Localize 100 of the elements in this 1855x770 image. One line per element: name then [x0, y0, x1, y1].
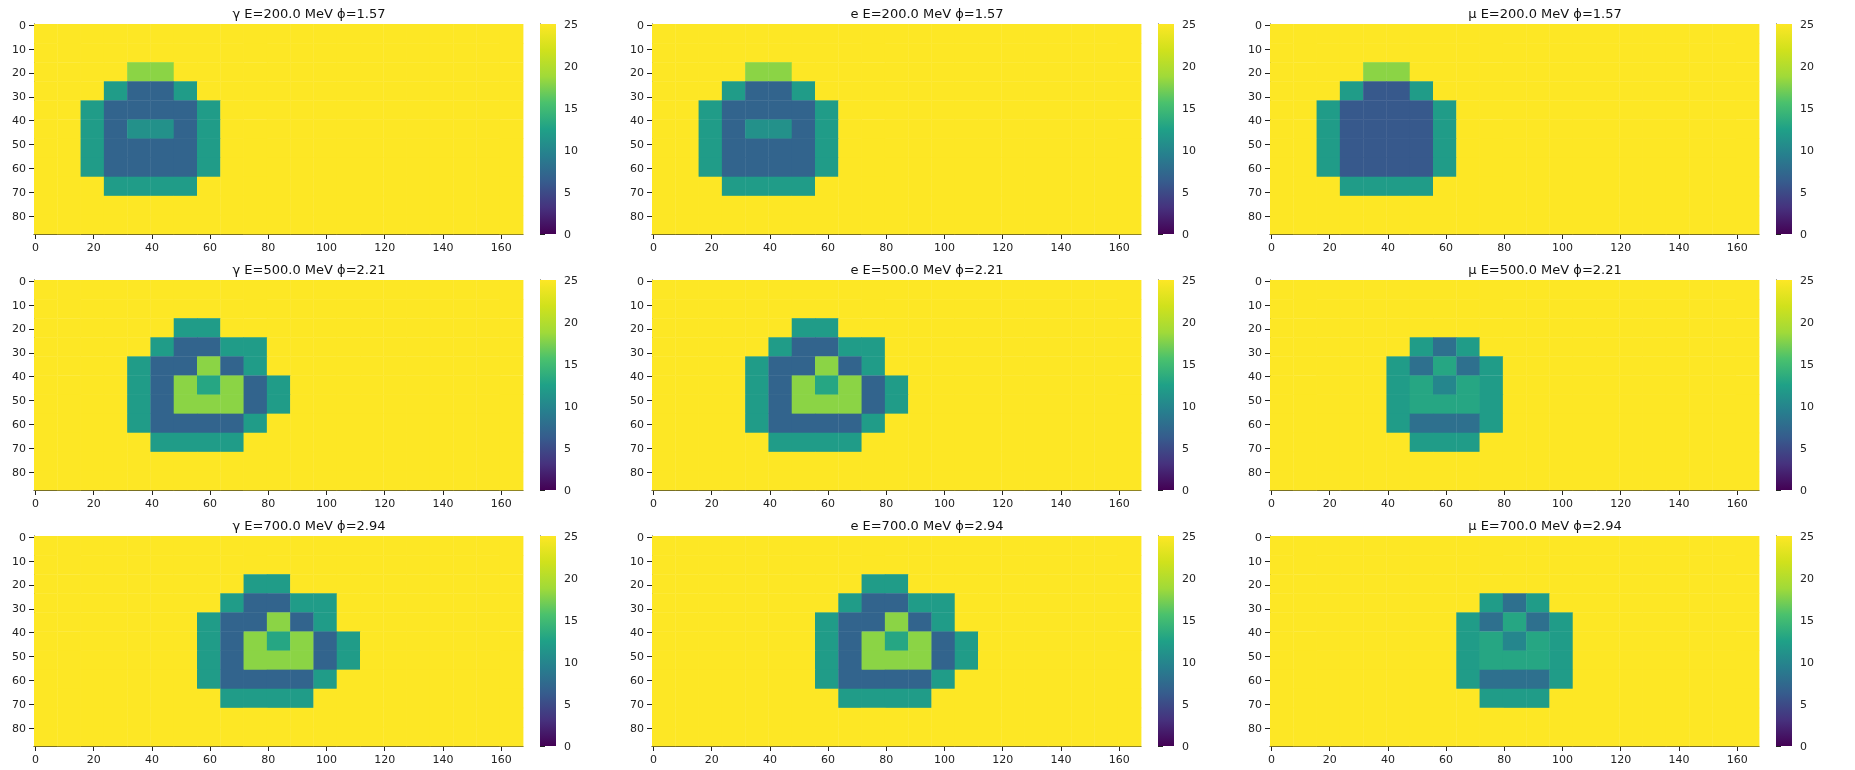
x-tick-label: 20 [704, 497, 719, 510]
color-bar-label: 5 [1800, 441, 1807, 455]
y-tick-label: 50 [12, 138, 26, 152]
color-bar-label: 20 [1800, 571, 1814, 585]
y-tick-label: 10 [1248, 298, 1262, 312]
y-tick-label: 20 [12, 578, 26, 592]
y-tick-label: 30 [630, 346, 644, 360]
x-tick-label: 140 [1050, 241, 1072, 254]
y-tick-label: 30 [1248, 346, 1262, 360]
chart-title: γ E=500.0 MeV ϕ=2.21 [232, 262, 386, 277]
chart-title: e E=700.0 MeV ϕ=2.94 [850, 518, 1004, 533]
x-tick-label: 160 [1726, 497, 1748, 510]
color-bar-label: 10 [564, 399, 578, 413]
color-bar-label: 15 [1800, 357, 1814, 371]
x-tick-label: 160 [490, 497, 512, 510]
y-tick-label: 40 [12, 114, 26, 128]
x-tick-label: 0 [1267, 497, 1275, 510]
color-bar-label: 0 [1800, 739, 1807, 753]
y-tick-label: 10 [1248, 42, 1262, 56]
y-tick-label: 60 [630, 673, 644, 687]
y-tick-label: 0 [1255, 530, 1262, 544]
color-bar-label: 0 [1182, 227, 1189, 241]
y-tick-label: 60 [12, 161, 26, 175]
x-tick-label: 0 [649, 753, 657, 766]
x-tick-label: 100 [1552, 753, 1574, 766]
x-tick-label: 60 [203, 753, 218, 766]
y-tick-label: 50 [630, 650, 644, 664]
y-tick-label: 50 [1248, 394, 1262, 408]
color-bar-label: 15 [1800, 613, 1814, 627]
y-tick-label: 50 [630, 138, 644, 152]
y-tick-label: 20 [630, 322, 644, 336]
y-tick-label: 70 [1248, 441, 1262, 455]
y-tick-label: 10 [12, 298, 26, 312]
x-tick-label: 40 [1380, 753, 1395, 766]
y-tick-label: 50 [12, 394, 26, 408]
color-bar-label: 20 [1800, 59, 1814, 73]
y-tick-label: 20 [12, 66, 26, 80]
x-tick-label: 140 [1050, 753, 1072, 766]
x-tick-label: 0 [649, 241, 657, 254]
x-tick-label: 140 [1668, 497, 1690, 510]
y-tick-label: 30 [630, 602, 644, 616]
x-tick-label: 160 [1108, 497, 1130, 510]
x-tick-label: 80 [1497, 497, 1512, 510]
chart-title: μ E=500.0 MeV ϕ=2.21 [1468, 262, 1622, 277]
color-bar-label: 25 [564, 17, 578, 31]
color-bar-label: 0 [564, 739, 571, 753]
color-bar-label: 25 [1800, 273, 1814, 287]
y-tick-label: 70 [12, 697, 26, 711]
x-tick-label: 140 [1668, 241, 1690, 254]
y-tick-label: 50 [12, 650, 26, 664]
color-bar-label: 0 [564, 483, 571, 497]
y-tick-label: 0 [19, 530, 26, 544]
x-tick-label: 100 [934, 241, 956, 254]
x-tick-label: 120 [374, 753, 396, 766]
color-bar-label: 5 [1182, 441, 1189, 455]
x-tick-label: 160 [490, 241, 512, 254]
color-bar-label: 20 [564, 315, 578, 329]
x-tick-label: 100 [934, 497, 956, 510]
color-bar-label: 25 [1182, 273, 1196, 287]
y-tick-label: 70 [1248, 185, 1262, 199]
y-tick-label: 10 [12, 42, 26, 56]
y-tick-label: 20 [630, 578, 644, 592]
y-tick-label: 60 [12, 673, 26, 687]
x-tick-label: 0 [31, 753, 39, 766]
x-tick-label: 80 [261, 497, 276, 510]
chart-title: e E=200.0 MeV ϕ=1.57 [850, 6, 1004, 21]
y-tick-label: 40 [630, 626, 644, 640]
x-tick-label: 100 [316, 497, 338, 510]
color-bar-label: 5 [1800, 697, 1807, 711]
color-bar-label: 10 [1182, 399, 1196, 413]
color-bar-label: 15 [1182, 613, 1196, 627]
x-tick-label: 140 [1050, 497, 1072, 510]
chart-title: e E=500.0 MeV ϕ=2.21 [850, 262, 1004, 277]
y-tick-label: 70 [630, 697, 644, 711]
y-tick-label: 70 [12, 441, 26, 455]
color-bar-label: 10 [1182, 655, 1196, 669]
x-tick-label: 100 [934, 753, 956, 766]
x-tick-label: 120 [1610, 753, 1632, 766]
x-tick-label: 120 [992, 753, 1014, 766]
y-tick-label: 50 [1248, 138, 1262, 152]
y-tick-label: 80 [630, 721, 644, 735]
y-tick-label: 10 [12, 554, 26, 568]
x-tick-label: 40 [1380, 497, 1395, 510]
x-tick-label: 60 [1439, 753, 1454, 766]
y-tick-label: 70 [630, 441, 644, 455]
y-tick-label: 50 [1248, 650, 1262, 664]
y-tick-label: 60 [12, 417, 26, 431]
x-tick-label: 80 [1497, 753, 1512, 766]
y-tick-label: 50 [630, 394, 644, 408]
y-tick-label: 40 [12, 626, 26, 640]
y-tick-label: 0 [637, 530, 644, 544]
y-tick-label: 40 [1248, 626, 1262, 640]
y-tick-label: 0 [19, 274, 26, 288]
x-tick-label: 160 [1726, 241, 1748, 254]
y-tick-label: 30 [630, 90, 644, 104]
x-tick-label: 60 [1439, 497, 1454, 510]
x-tick-label: 140 [1668, 753, 1690, 766]
color-bar-label: 0 [1182, 739, 1189, 753]
y-tick-label: 0 [19, 18, 26, 32]
x-tick-label: 120 [1610, 241, 1632, 254]
